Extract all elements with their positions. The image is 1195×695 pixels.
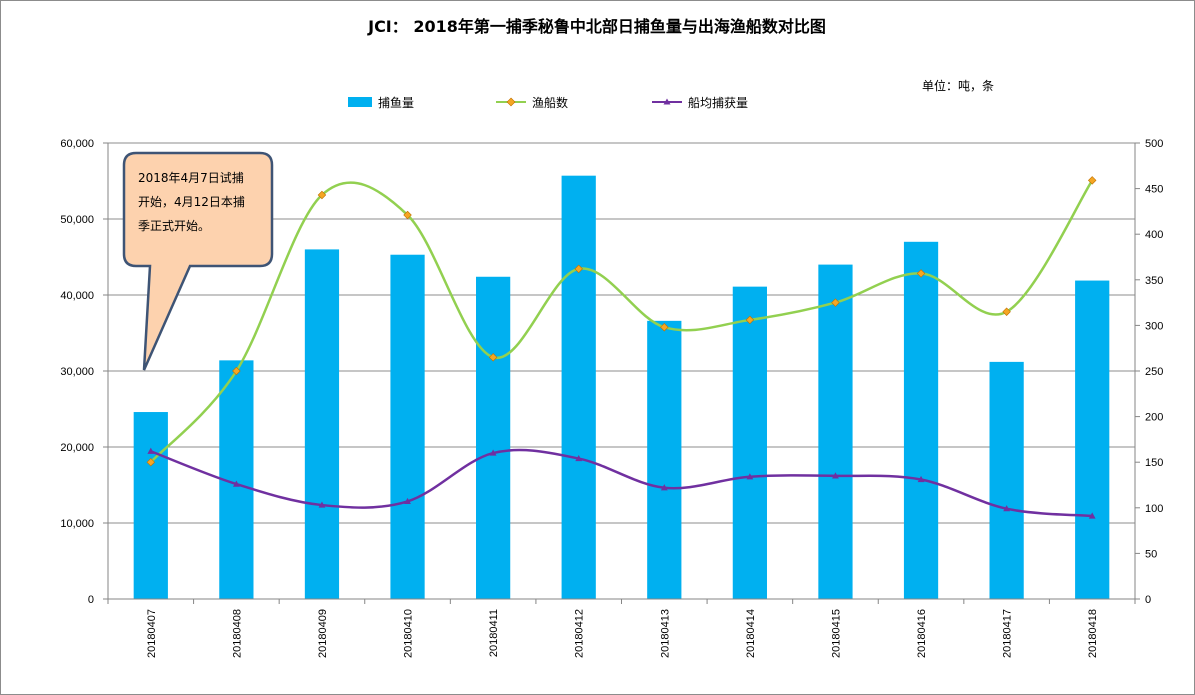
legend-label-catch: 捕鱼量 — [378, 95, 414, 110]
triangle-marker — [318, 501, 326, 508]
triangle-marker — [832, 472, 839, 479]
y-axis-right-ticks: 0 50 100 150 200 250 300 350 400 450 500 — [1145, 138, 1163, 606]
x-tick-label: 20180416 — [916, 609, 928, 658]
y-right-tick-label: 150 — [1145, 457, 1163, 469]
y-right-tick-label: 0 — [1145, 594, 1151, 606]
legend-triangle-marker — [663, 98, 671, 105]
y-right-tick-label: 300 — [1145, 320, 1163, 332]
bar — [304, 249, 340, 599]
diamond-marker — [831, 298, 840, 307]
line-series — [146, 176, 1097, 519]
bar — [818, 264, 853, 599]
diamond-marker — [1002, 307, 1011, 316]
diamond-marker — [146, 457, 156, 467]
unit-label: 单位：吨，条 — [922, 78, 994, 93]
x-tick-label: 20180411 — [488, 609, 500, 657]
y-right-tick-label: 400 — [1145, 229, 1163, 241]
y-right-tick-label: 350 — [1145, 275, 1163, 287]
y-left-tick-label: 40,000 — [60, 290, 94, 302]
x-tick-label: 20180408 — [231, 609, 243, 658]
y-left-tick-label: 50,000 — [60, 214, 94, 226]
legend-diamond-marker — [506, 97, 516, 107]
x-tick-label: 20180414 — [745, 609, 757, 658]
triangle-marker — [404, 497, 411, 505]
x-tick-label: 20180407 — [146, 609, 158, 658]
bar — [647, 320, 682, 599]
x-tick-label: 20180415 — [830, 609, 842, 658]
diamond-marker — [317, 190, 327, 200]
legend-label-boats: 渔船数 — [532, 95, 568, 110]
callout-line-2: 开始，4月12日本捕 — [138, 194, 245, 209]
triangle-marker — [1088, 512, 1096, 519]
y-left-tick-label: 0 — [88, 594, 94, 606]
legend-label-per-boat: 船均捕获量 — [688, 95, 748, 110]
diamond-marker — [916, 269, 926, 278]
y-right-tick-label: 250 — [1145, 366, 1163, 378]
annotation-callout: 2018年4月7日试捕 开始，4月12日本捕 季正式开始。 — [122, 151, 274, 371]
diamond-marker — [1087, 176, 1097, 185]
x-tick-label: 20180409 — [317, 609, 329, 658]
x-tick-label: 20180410 — [403, 609, 415, 658]
bar-series — [133, 175, 1110, 600]
bar — [903, 241, 939, 600]
diamond-marker — [745, 315, 755, 325]
x-axis-ticks: 20180407 20180408 20180409 20180410 20180411… — [146, 609, 1099, 658]
x-tick-label: 20180418 — [1087, 609, 1099, 658]
axes — [103, 142, 1140, 604]
callout-bubble — [122, 151, 274, 371]
triangle-marker — [746, 473, 754, 480]
y-right-tick-label: 200 — [1145, 412, 1163, 424]
line-per-boat — [150, 448, 1093, 518]
legend: 捕鱼量 渔船数 船均捕获量 — [348, 95, 748, 110]
y-right-tick-label: 450 — [1145, 184, 1163, 196]
diamond-marker — [574, 264, 583, 274]
bar — [133, 412, 168, 599]
bar — [476, 276, 511, 599]
triangle-marker — [1003, 505, 1011, 512]
bar — [561, 175, 596, 599]
bar — [390, 254, 425, 599]
bar — [732, 286, 767, 599]
bar — [1075, 280, 1110, 599]
y-left-tick-label: 10,000 — [60, 518, 94, 530]
triangle-marker — [575, 454, 583, 462]
diamond-marker — [232, 366, 241, 376]
legend-bar-swatch — [348, 97, 372, 107]
diamond-marker — [403, 210, 412, 220]
x-tick-label: 20180413 — [659, 609, 671, 658]
y-right-tick-label: 500 — [1145, 138, 1163, 150]
gridlines — [108, 142, 1135, 524]
y-right-tick-label: 50 — [1145, 548, 1157, 560]
y-right-tick-label: 100 — [1145, 503, 1163, 515]
callout-line-1: 2018年4月7日试捕 — [138, 170, 244, 185]
triangle-marker — [232, 480, 240, 487]
line-boats — [149, 179, 1094, 464]
diamond-marker — [488, 353, 498, 362]
callout-line-3: 季正式开始。 — [138, 219, 210, 233]
y-left-tick-label: 20,000 — [60, 442, 94, 454]
triangle-marker — [660, 484, 668, 491]
triangle-marker — [147, 447, 155, 454]
chart-title: JCI： 2018年第一捕季秘鲁中北部日捕鱼量与出海渔船数对比图 — [367, 17, 826, 36]
triangle-marker — [917, 475, 925, 483]
y-left-tick-label: 30,000 — [60, 366, 94, 378]
x-tick-label: 20180417 — [1002, 609, 1014, 658]
triangle-marker — [489, 449, 497, 456]
y-axis-left-ticks: 0 10,000 20,000 30,000 40,000 50,000 60,000 — [60, 138, 94, 606]
x-tick-label: 20180412 — [574, 609, 586, 658]
y-left-tick-label: 60,000 — [60, 138, 94, 150]
bar — [989, 361, 1024, 599]
diamond-marker — [660, 322, 669, 332]
